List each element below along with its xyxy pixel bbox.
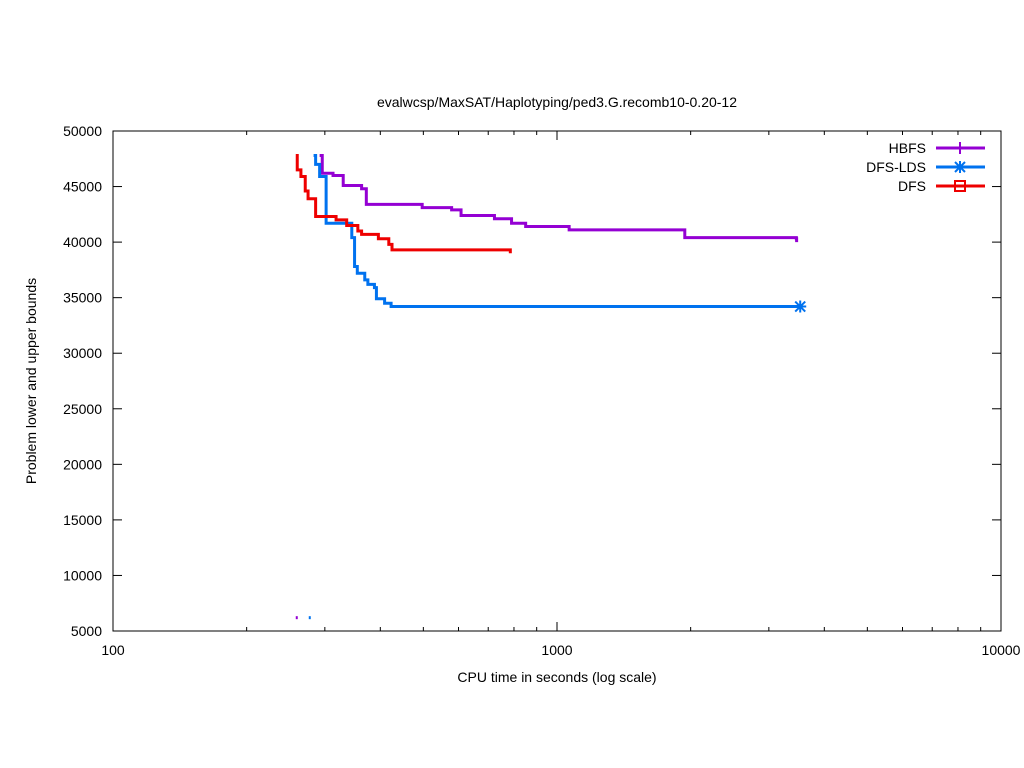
legend: HBFS DFS-LDS DFS — [866, 140, 985, 194]
legend-label: HBFS — [889, 140, 926, 156]
legend-entry-dfs-lds: DFS-LDS — [866, 159, 985, 175]
y-tick-label: 50000 — [63, 123, 102, 139]
y-tick-label: 10000 — [63, 567, 102, 583]
series-line-hbfs — [319, 153, 799, 243]
legend-label: DFS-LDS — [866, 159, 926, 175]
y-tick-label: 5000 — [71, 623, 102, 639]
legend-entry-dfs: DFS — [898, 178, 985, 194]
y-tick-label: 25000 — [63, 401, 102, 417]
y-axis-label: Problem lower and upper bounds — [23, 278, 39, 484]
x-tick-label: 100 — [101, 642, 125, 658]
series-dfs — [295, 153, 512, 254]
series-group — [295, 153, 807, 620]
y-tick-label: 40000 — [63, 234, 102, 250]
series-line-dfs — [295, 153, 512, 254]
y-tick-label: 30000 — [63, 345, 102, 361]
legend-label: DFS — [898, 178, 926, 194]
plot-frame — [112, 130, 1002, 632]
y-tick-label: 35000 — [63, 290, 102, 306]
series-hbfs — [295, 153, 799, 620]
legend-marker-hbfs — [954, 142, 966, 154]
series-line-dfs-lds — [313, 153, 801, 309]
y-tick-label: 15000 — [63, 512, 102, 528]
series-dfs-lds — [308, 153, 807, 620]
x-tick-label: 10000 — [982, 642, 1021, 658]
chart-title: evalwcsp/MaxSAT/Haplotyping/ped3.G.recom… — [377, 94, 737, 110]
y-tick-label: 45000 — [63, 179, 102, 195]
axis-ticks: 5000 10000 15000 20000 25000 30000 35000 40000 4… — [63, 123, 1021, 658]
legend-marker-dfs-lds — [954, 161, 966, 173]
x-tick-label: 1000 — [541, 642, 572, 658]
legend-marker-dfs — [954, 180, 966, 192]
legend-entry-hbfs: HBFS — [889, 140, 985, 156]
x-axis-label: CPU time in seconds (log scale) — [457, 669, 656, 685]
y-tick-label: 20000 — [63, 456, 102, 472]
series-end-marker-dfs-lds — [794, 300, 807, 313]
